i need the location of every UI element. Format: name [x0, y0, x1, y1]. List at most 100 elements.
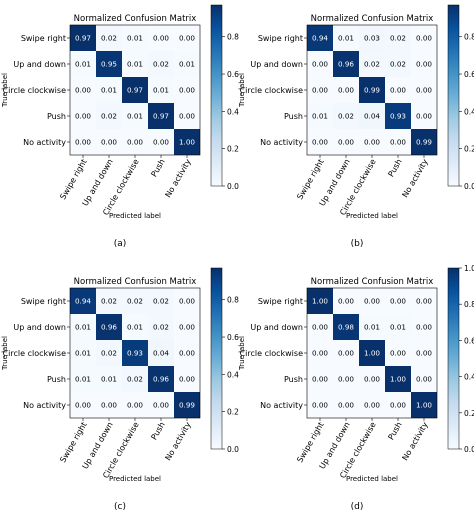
cell-value: 0.00: [312, 375, 328, 384]
chart-title: Normalized Confusion Matrix: [74, 277, 197, 287]
y-tick-label: Swipe right: [258, 297, 303, 306]
matrix-cell: [411, 77, 437, 103]
x-tick-label: No activity: [400, 157, 429, 199]
matrix-cell: [307, 392, 333, 418]
panel-caption: (a): [114, 239, 127, 249]
matrix-cell: [122, 77, 148, 103]
matrix-cell: [148, 314, 174, 340]
matrix-cell: [359, 340, 385, 366]
cell-value: 0.99: [416, 138, 432, 147]
cell-value: 0.00: [338, 138, 354, 147]
cell-value: 0.00: [390, 138, 406, 147]
colorbar-tick-label: 0.6: [464, 336, 474, 345]
matrix-cell: [174, 340, 200, 366]
y-tick-label: Push: [284, 112, 303, 121]
y-tick-label: Circle clockwise: [240, 349, 303, 358]
panel-0: Normalized Confusion Matrix 0.97 0.02 0.01 0…: [1, 4, 239, 249]
chart-title: Normalized Confusion Matrix: [311, 277, 434, 287]
matrix-cell: [96, 366, 122, 392]
matrix-cell: [333, 51, 359, 77]
colorbar-tick-label: 0.4: [464, 373, 474, 382]
cell-value: 0.04: [153, 349, 169, 358]
panel-2: Normalized Confusion Matrix 0.94 0.02 0.02 0…: [1, 267, 239, 512]
cell-value: 0.00: [179, 297, 195, 306]
matrix-cell: [148, 340, 174, 366]
cell-value: 0.01: [338, 34, 354, 43]
colorbar-tick-label: 1.0: [464, 264, 474, 273]
cell-value: 0.00: [153, 401, 169, 410]
matrix-cell: [122, 288, 148, 314]
colorbar-tick-label: 0.8: [464, 33, 474, 42]
matrix-cell: [307, 366, 333, 392]
cell-value: 0.00: [101, 401, 117, 410]
matrix-cell: [96, 392, 122, 418]
x-tick-label: Swipe right: [295, 158, 325, 202]
matrix-cell: [122, 25, 148, 51]
y-tick-label: Push: [47, 112, 66, 121]
matrix-cell: [385, 25, 411, 51]
matrix-cell: [174, 129, 200, 155]
cell-value: 0.00: [101, 138, 117, 147]
matrix-cell: [122, 129, 148, 155]
cell-value: 0.00: [153, 138, 169, 147]
matrix-cell: [148, 288, 174, 314]
x-axis-label: Predicted label: [109, 475, 161, 483]
cell-value: 0.95: [101, 60, 117, 69]
cell-value: 1.00: [179, 138, 195, 147]
matrix-cell: [148, 51, 174, 77]
colorbar-tick-label: 0.8: [227, 296, 239, 305]
colorbar-tick-label: 0.6: [227, 70, 239, 79]
matrix-cell: [333, 314, 359, 340]
x-tick-label: No activity: [163, 157, 192, 199]
panel-1: Normalized Confusion Matrix 0.94 0.01 0.03 0…: [238, 4, 474, 249]
cell-value: 0.96: [338, 60, 354, 69]
cell-value: 0.01: [75, 323, 91, 332]
matrix-cell: [411, 129, 437, 155]
cell-value: 0.00: [416, 60, 432, 69]
x-axis-label: Predicted label: [346, 212, 398, 220]
cell-value: 0.00: [390, 86, 406, 95]
y-tick-label: Up and down: [13, 60, 66, 69]
cell-value: 1.00: [390, 375, 406, 384]
x-tick-label: Push: [386, 158, 403, 179]
matrix-cell: [411, 25, 437, 51]
x-tick-label: Push: [149, 158, 166, 179]
cell-value: 0.97: [75, 34, 91, 43]
cell-value: 0.00: [312, 401, 328, 410]
colorbar-tick-label: 0.4: [227, 370, 239, 379]
y-axis-label: True label: [238, 73, 246, 108]
matrix-cell: [148, 392, 174, 418]
y-tick-label: Circle clockwise: [3, 349, 66, 358]
cell-value: 0.02: [153, 297, 169, 306]
panel-caption: (d): [351, 502, 364, 512]
matrix-cell: [385, 314, 411, 340]
cell-value: 0.99: [364, 86, 380, 95]
cell-value: 0.01: [127, 112, 143, 121]
cell-value: 0.00: [390, 401, 406, 410]
matrix-cell: [70, 288, 96, 314]
y-axis-label: True label: [238, 336, 246, 371]
cell-value: 0.00: [179, 349, 195, 358]
cell-value: 0.00: [179, 112, 195, 121]
cell-value: 1.00: [312, 297, 328, 306]
colorbar: [210, 4, 223, 187]
matrix-cell: [359, 288, 385, 314]
y-tick-label: Circle clockwise: [240, 86, 303, 95]
cell-value: 0.00: [179, 34, 195, 43]
colorbar-tick-label: 0.4: [227, 107, 239, 116]
matrix-cell: [122, 51, 148, 77]
matrix-cell: [122, 392, 148, 418]
y-tick-label: Up and down: [250, 323, 303, 332]
cell-value: 0.02: [338, 112, 354, 121]
matrix-cell: [411, 288, 437, 314]
x-tick-label: Push: [149, 421, 166, 442]
matrix-cell: [122, 314, 148, 340]
matrix-cell: [96, 103, 122, 129]
matrix-cell: [70, 366, 96, 392]
colorbar: [447, 4, 460, 187]
cell-value: 1.00: [364, 349, 380, 358]
cell-value: 0.00: [312, 138, 328, 147]
cell-value: 0.00: [338, 349, 354, 358]
y-axis-label: True label: [1, 336, 9, 371]
matrix-cell: [385, 103, 411, 129]
